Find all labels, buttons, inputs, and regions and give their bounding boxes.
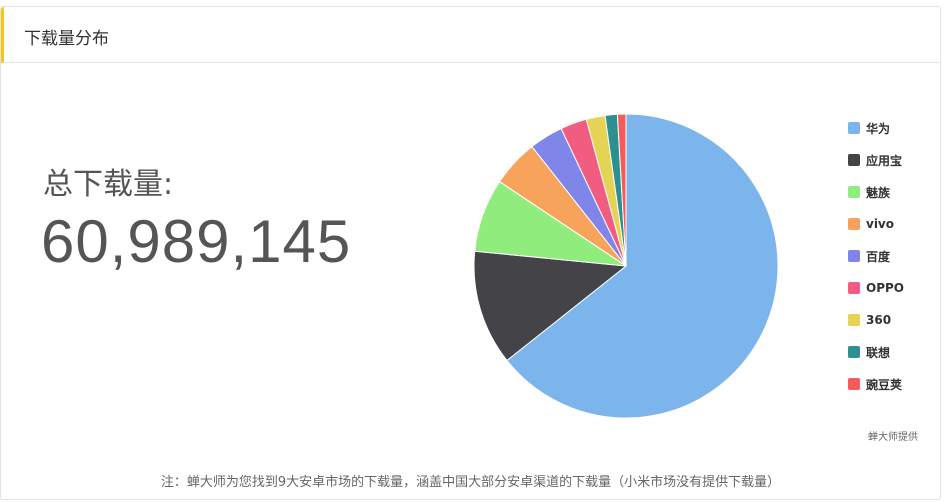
legend-label: 360 [866, 313, 892, 327]
legend-swatch [848, 314, 860, 326]
legend-item[interactable]: 魅族 [848, 182, 890, 202]
legend-swatch [848, 122, 860, 134]
download-pie-chart [473, 113, 779, 419]
legend-swatch [848, 282, 860, 294]
card-title: 下载量分布 [24, 29, 109, 49]
legend-item[interactable]: vivo [848, 214, 894, 234]
legend-swatch [848, 250, 860, 262]
pie-slice-1[interactable] [506, 113, 779, 419]
legend-swatch [848, 378, 860, 390]
legend-item[interactable]: 豌豆荚 [848, 374, 902, 394]
pie-slice-2[interactable] [473, 250, 628, 362]
legend-swatch [848, 346, 860, 358]
legend-label: 豌豆荚 [866, 377, 903, 392]
legend-swatch [848, 186, 860, 198]
legend-item[interactable]: 华为 [848, 118, 890, 138]
legend-item[interactable]: 应用宝 [848, 150, 902, 170]
legend-item[interactable]: OPPO [848, 278, 904, 298]
legend-item[interactable]: 百度 [848, 246, 890, 266]
pie-slice-9[interactable] [616, 113, 627, 267]
footnote: 注：蝉大师为您找到9大安卓市场的下载量，涵盖中国大部分安卓渠道的下载量（小米市场… [160, 475, 781, 490]
chart-credit: 蝉大师提供 [868, 432, 918, 443]
legend-label: 华为 [866, 121, 891, 136]
download-distribution-card: 下载量分布 总下载量: 60,989,145 [0, 6, 941, 500]
legend-item[interactable]: 联想 [848, 342, 890, 362]
total-downloads-label: 总下载量: [43, 167, 174, 202]
legend-swatch [848, 154, 860, 166]
legend-label: OPPO [866, 281, 904, 295]
total-downloads-value: 60,989,145 [41, 208, 352, 275]
legend-label: vivo [866, 217, 895, 231]
legend-label: 魅族 [866, 185, 891, 200]
legend-label: 百度 [866, 249, 891, 264]
legend-swatch [848, 218, 860, 230]
card-header: 下载量分布 [1, 7, 940, 63]
legend-item[interactable]: 360 [848, 310, 891, 330]
legend-label: 应用宝 [866, 153, 903, 168]
legend-label: 联想 [866, 345, 891, 360]
